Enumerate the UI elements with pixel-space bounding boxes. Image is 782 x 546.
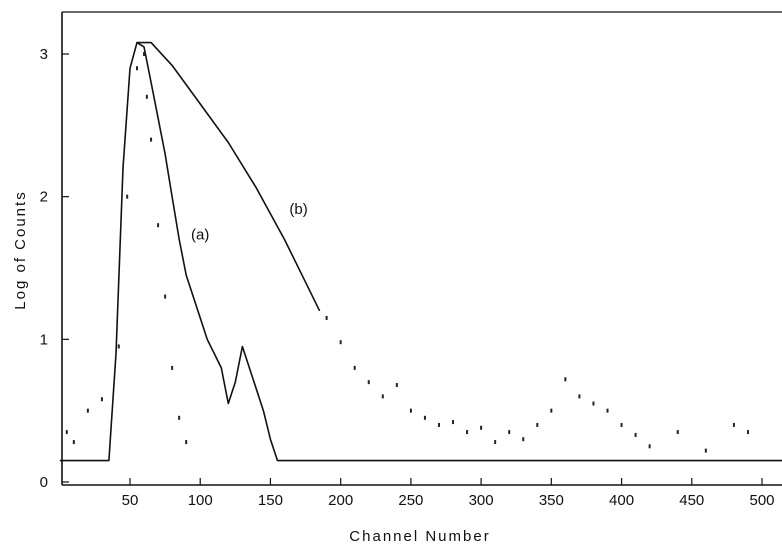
x-tick-label-50: 50 bbox=[122, 492, 139, 509]
data-point-20 bbox=[395, 382, 398, 387]
y-tick-label-2: 2 bbox=[40, 189, 48, 206]
data-point-5 bbox=[126, 194, 129, 199]
data-point-33 bbox=[578, 394, 581, 399]
data-point-19 bbox=[381, 394, 384, 399]
data-point-36 bbox=[620, 422, 623, 427]
x-tick-label-250: 250 bbox=[398, 492, 423, 509]
data-point-9 bbox=[150, 137, 153, 142]
data-point-0 bbox=[65, 430, 68, 435]
data-point-7 bbox=[143, 52, 146, 56]
data-point-1 bbox=[72, 440, 75, 445]
y-axis-title: Log of Counts bbox=[12, 190, 29, 309]
x-tick-label-450: 450 bbox=[679, 492, 704, 509]
data-point-23 bbox=[437, 422, 440, 427]
data-point-15 bbox=[325, 315, 328, 320]
data-point-14 bbox=[185, 440, 188, 445]
data-point-11 bbox=[164, 294, 167, 299]
data-point-38 bbox=[648, 444, 651, 449]
data-point-37 bbox=[634, 432, 637, 437]
data-point-10 bbox=[157, 223, 160, 228]
data-point-28 bbox=[508, 430, 511, 435]
x-tick-label-150: 150 bbox=[258, 492, 283, 509]
x-tick-label-300: 300 bbox=[469, 492, 494, 509]
plot-axes bbox=[61, 11, 782, 486]
data-point-39 bbox=[676, 430, 679, 435]
x-axis-title: Channel Number bbox=[349, 528, 490, 545]
x-tick-label-500: 500 bbox=[749, 492, 774, 509]
data-point-35 bbox=[606, 408, 609, 413]
data-point-21 bbox=[409, 408, 412, 413]
x-tick-label-400: 400 bbox=[609, 492, 634, 509]
series-line-a bbox=[59, 41, 782, 462]
series-points-group bbox=[65, 52, 749, 453]
y-tick-label-0: 0 bbox=[40, 474, 48, 491]
data-point-25 bbox=[466, 430, 469, 435]
data-point-4 bbox=[117, 344, 120, 349]
series-line-b bbox=[137, 41, 321, 312]
data-point-29 bbox=[522, 437, 525, 442]
data-point-32 bbox=[564, 377, 567, 382]
data-point-12 bbox=[171, 365, 174, 370]
x-tick-label-100: 100 bbox=[188, 492, 213, 509]
curve-label-b: (b) bbox=[289, 201, 307, 218]
data-point-41 bbox=[732, 422, 735, 427]
data-point-6 bbox=[136, 66, 139, 71]
data-point-2 bbox=[86, 408, 89, 413]
data-point-22 bbox=[423, 415, 426, 420]
data-point-3 bbox=[100, 397, 103, 402]
data-point-27 bbox=[494, 440, 497, 445]
data-point-42 bbox=[746, 430, 749, 435]
data-point-34 bbox=[592, 401, 595, 406]
data-point-31 bbox=[550, 408, 553, 413]
data-point-8 bbox=[145, 94, 148, 99]
data-point-16 bbox=[339, 340, 342, 345]
curve-label-a: (a) bbox=[191, 226, 209, 243]
data-point-17 bbox=[353, 365, 356, 370]
data-point-24 bbox=[452, 420, 455, 425]
data-point-40 bbox=[704, 448, 707, 453]
y-tick-label-3: 3 bbox=[40, 46, 48, 63]
plot-series bbox=[59, 41, 782, 462]
x-tick-label-350: 350 bbox=[539, 492, 564, 509]
data-point-18 bbox=[367, 380, 370, 385]
tick-marks bbox=[62, 53, 763, 485]
plot-labels: 50 100 150 200 250 300 350 400 450 500 0 1 2 3 Channel… bbox=[12, 46, 775, 545]
y-tick-label-1: 1 bbox=[40, 331, 48, 348]
data-point-13 bbox=[178, 415, 181, 420]
data-point-26 bbox=[480, 425, 483, 430]
x-tick-label-200: 200 bbox=[328, 492, 353, 509]
data-point-30 bbox=[536, 422, 539, 427]
